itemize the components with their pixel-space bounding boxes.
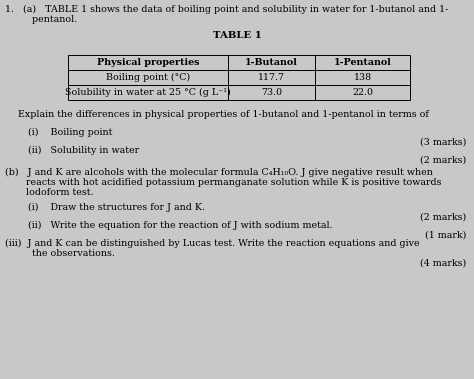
Text: TABLE 1: TABLE 1 xyxy=(213,31,261,40)
Text: (ii)   Write the equation for the reaction of J with sodium metal.: (ii) Write the equation for the reaction… xyxy=(28,221,333,230)
Text: 1-Pentanol: 1-Pentanol xyxy=(334,58,392,67)
Text: (4 marks): (4 marks) xyxy=(420,259,466,268)
Text: Solubility in water at 25 °C (g L⁻¹): Solubility in water at 25 °C (g L⁻¹) xyxy=(65,88,231,97)
Text: 1.   (a)   TABLE 1 shows the data of boiling point and solubility in water for 1: 1. (a) TABLE 1 shows the data of boiling… xyxy=(5,5,448,14)
Text: (2 marks): (2 marks) xyxy=(420,213,466,222)
Bar xyxy=(68,55,410,100)
Text: (ii)   Solubility in water: (ii) Solubility in water xyxy=(28,146,139,155)
Text: (2 marks): (2 marks) xyxy=(420,156,466,165)
Text: (3 marks): (3 marks) xyxy=(419,138,466,147)
Text: 138: 138 xyxy=(354,73,372,82)
Text: pentanol.: pentanol. xyxy=(5,15,77,24)
Text: 73.0: 73.0 xyxy=(261,88,282,97)
Text: Physical properties: Physical properties xyxy=(97,58,199,67)
Text: (iii)  J and K can be distinguished by Lucas test. Write the reaction equations : (iii) J and K can be distinguished by Lu… xyxy=(5,239,419,248)
Text: (i)    Boiling point: (i) Boiling point xyxy=(28,128,112,137)
Text: Boiling point (°C): Boiling point (°C) xyxy=(106,73,190,82)
Text: lodoform test.: lodoform test. xyxy=(5,188,93,197)
Text: (b)   J and K are alcohols with the molecular formula C₄H₁₀O. J give negative re: (b) J and K are alcohols with the molecu… xyxy=(5,168,433,177)
Text: (i)    Draw the structures for J and K.: (i) Draw the structures for J and K. xyxy=(28,203,205,212)
Text: 1-Butanol: 1-Butanol xyxy=(245,58,298,67)
Text: 117.7: 117.7 xyxy=(258,73,285,82)
Text: the observations.: the observations. xyxy=(5,249,115,258)
Text: 22.0: 22.0 xyxy=(352,88,373,97)
Text: (1 mark): (1 mark) xyxy=(425,231,466,240)
Text: reacts with hot acidified potassium permanganate solution while K is positive to: reacts with hot acidified potassium perm… xyxy=(5,178,441,187)
Text: Explain the differences in physical properties of 1-butanol and 1-pentanol in te: Explain the differences in physical prop… xyxy=(18,110,429,119)
